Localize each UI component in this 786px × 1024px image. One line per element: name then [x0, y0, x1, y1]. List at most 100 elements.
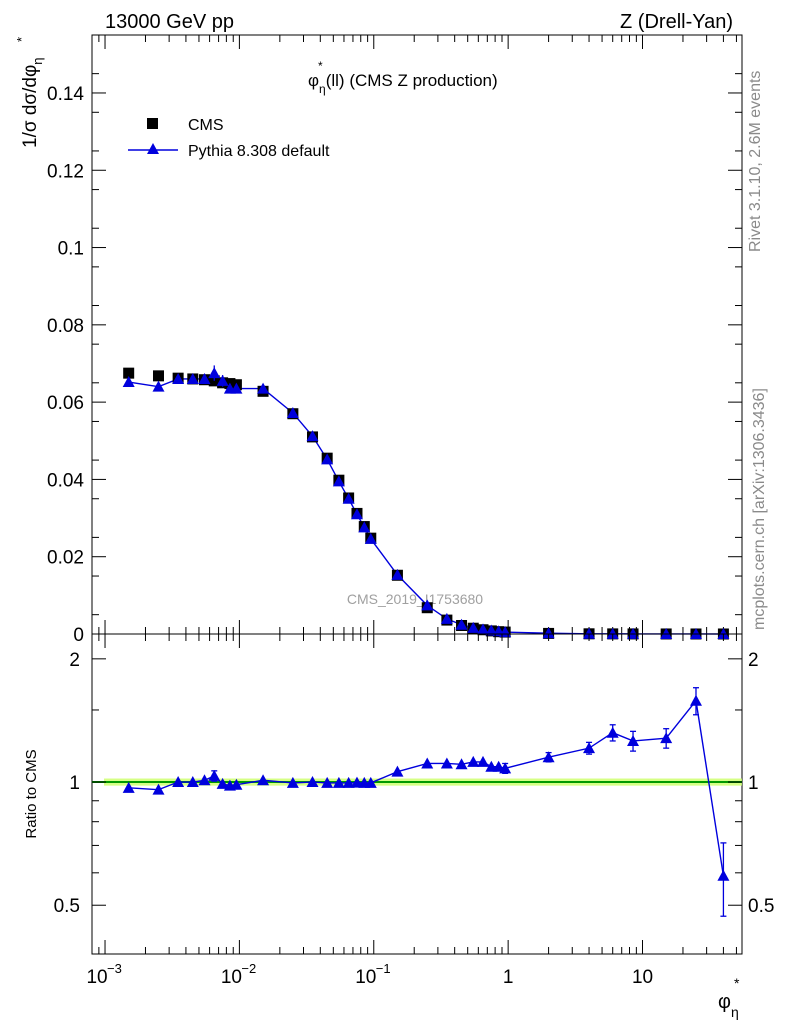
- pythia-point: [455, 618, 468, 630]
- ratio-point: [542, 751, 555, 763]
- ratio-point: [152, 783, 165, 795]
- upper-panel: 0 0.02 0.04 0.06 0.08 0.1 0.12 0.14 CMS_2019_I1…: [14, 34, 743, 646]
- rivet-version-label: Rivet 3.1.10, 2.6M events: [747, 71, 764, 252]
- ratio-point: [689, 694, 702, 706]
- lower-y-tick-label-right: 1: [748, 773, 759, 794]
- ratio-point: [717, 869, 730, 881]
- legend: CMS Pythia 8.308 default: [128, 117, 330, 160]
- pythia-point: [332, 475, 345, 487]
- plot-title-main: φ: [308, 71, 319, 90]
- ratio-point: [122, 781, 135, 793]
- plot-title-sub: η: [319, 82, 326, 96]
- pythia-point: [172, 372, 185, 384]
- lower-y-tick-label: 1: [69, 773, 80, 794]
- upper-y-tick-label: 0.08: [47, 316, 84, 337]
- x-tick-label: 10: [632, 967, 653, 988]
- pythia-point: [606, 627, 619, 639]
- pythia-point: [257, 382, 270, 394]
- legend-pythia-marker: [147, 143, 159, 154]
- legend-cms-marker: [147, 118, 158, 129]
- pythia-point: [542, 627, 555, 639]
- x-axis-label: φη: [718, 991, 739, 1020]
- pythia-point: [485, 624, 498, 636]
- upper-y-axis-label-text: 1/σ dσ/dφη: [20, 57, 45, 148]
- plot-title-rest: (ll) (CMS Z production): [326, 71, 498, 90]
- pythia-point: [689, 627, 702, 639]
- x-tick-exponent: −3: [107, 961, 122, 976]
- ratio-point: [583, 742, 596, 754]
- x-tick-label: 10: [355, 967, 376, 988]
- lower-y-ticks: 0.5 0.5 1 1 2 2: [54, 650, 775, 917]
- pythia-point: [391, 568, 404, 580]
- ratio-point: [172, 776, 185, 788]
- pythia-point: [583, 627, 596, 639]
- ratio-point: [216, 777, 229, 789]
- header-right-title: Z (Drell-Yan): [620, 11, 733, 33]
- plot-title-sup: *: [318, 59, 323, 73]
- ratio-point: [467, 755, 480, 767]
- pythia-point: [306, 430, 319, 442]
- upper-watermark: CMS_2019_I1753680: [347, 591, 483, 607]
- pythia-point: [216, 374, 229, 386]
- upper-y-tick-label: 0.12: [47, 161, 84, 182]
- ratio-point: [477, 755, 490, 767]
- ratio-point: [421, 757, 434, 769]
- upper-y-axis-label-star: *: [14, 37, 29, 42]
- x-tick-label: 1: [503, 967, 514, 988]
- ratio-point: [257, 774, 270, 786]
- cms-point: [152, 370, 164, 382]
- ratio-point: [364, 776, 377, 788]
- x-tick-exponent: −1: [376, 961, 391, 976]
- pythia-point: [321, 453, 334, 465]
- x-tick-label: 10: [86, 967, 107, 988]
- upper-y-tick-label: 0: [73, 625, 84, 646]
- upper-y-tick-label: 0.02: [47, 548, 84, 569]
- lower-y-tick-label-right: 0.5: [748, 896, 774, 917]
- ratio-point: [391, 765, 404, 777]
- pythia-point: [477, 623, 490, 635]
- ratio-point: [198, 774, 211, 786]
- upper-y-axis-label: 1/σ dσ/dφη *: [14, 37, 45, 148]
- x-tick-label: 10: [221, 967, 242, 988]
- ratio-point: [230, 778, 243, 790]
- pythia-point: [186, 372, 199, 384]
- pythia-point: [717, 627, 730, 639]
- header-left-title: 13000 GeV pp: [105, 11, 234, 33]
- ratio-point: [342, 776, 355, 788]
- lower-data-layer: [122, 687, 730, 917]
- pythia-point: [350, 508, 363, 520]
- ratio-point: [660, 732, 673, 744]
- ratio-point: [499, 762, 512, 774]
- lower-panel: 0.5 0.51 12 2 10 −3 10 −2 10 −1 1 10 Ratio to CMS …: [23, 633, 775, 1020]
- pythia-point: [122, 376, 135, 388]
- pythia-point: [286, 406, 299, 418]
- lower-x-ticks: 10 −3 10 −2 10 −1 1 10: [86, 634, 737, 988]
- upper-y-tick-label: 0.04: [47, 470, 84, 491]
- plot-title: φη(ll) (CMS Z production): [308, 71, 498, 96]
- legend-pythia-label: Pythia 8.308 default: [188, 143, 330, 160]
- ratio-point: [440, 757, 453, 769]
- lower-panel-frame: [91, 633, 743, 955]
- x-tick-exponent: −2: [241, 961, 256, 976]
- pythia-point: [342, 492, 355, 504]
- pythia-point: [421, 599, 434, 611]
- legend-cms-label: CMS: [188, 117, 224, 134]
- ratio-point: [606, 726, 619, 738]
- ratio-point: [286, 776, 299, 788]
- x-axis-label-star: *: [734, 975, 740, 991]
- ratio-point: [208, 769, 221, 781]
- cms-point: [123, 367, 135, 379]
- upper-y-ticks: 0 0.02 0.04 0.06 0.08 0.1 0.12 0.14: [47, 73, 742, 646]
- ratio-point: [332, 776, 345, 788]
- ratio-point: [455, 758, 468, 770]
- pythia-point: [208, 367, 221, 379]
- pythia-point: [198, 372, 211, 384]
- lower-y-axis-label: Ratio to CMS: [23, 749, 40, 838]
- upper-y-tick-label: 0.14: [47, 84, 84, 105]
- pythia-point: [660, 627, 673, 639]
- lower-y-tick-label: 0.5: [54, 896, 80, 917]
- ratio-point: [306, 776, 319, 788]
- upper-y-tick-label: 0.1: [58, 239, 84, 260]
- pythia-point: [358, 521, 371, 533]
